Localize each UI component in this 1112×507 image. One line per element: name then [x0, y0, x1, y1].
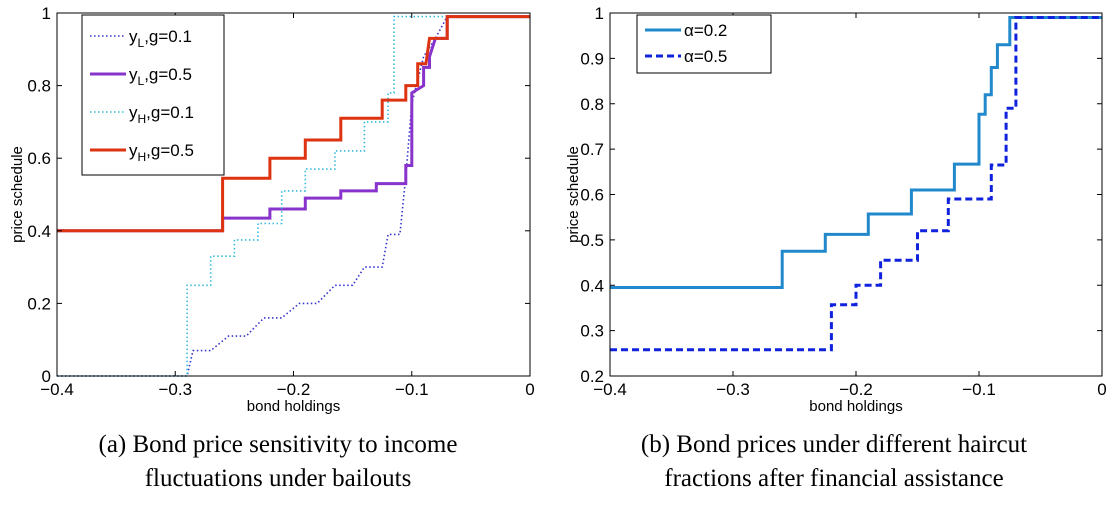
chart-b-legend [636, 14, 772, 74]
chart-a-legend-entry: yL,g=0.5 [129, 65, 192, 88]
chart-b-legend-entry: α=0.2 [684, 21, 727, 40]
chart-a-legend [81, 14, 225, 176]
chart-b-xtick-label: 0 [1097, 380, 1106, 399]
chart-b-ytick-label: 0.9 [580, 49, 604, 68]
chart-b-ytick-label: 0.5 [580, 231, 604, 250]
chart-a-xtick-label: 0 [525, 380, 534, 399]
chart-b-series-line-0 [610, 16, 1102, 289]
chart-b-xtick-label: −0.1 [962, 380, 996, 399]
chart-b-ytick-label: 0.7 [580, 140, 604, 159]
chart-a-legend-entry: yH,g=0.1 [129, 103, 194, 126]
chart-b-xlabel: bond holdings [809, 398, 902, 415]
chart-b-ytick-label: 0.4 [580, 276, 604, 295]
chart-b-bond-price-haircut: −0.4 −0.3 −0.2 −0.1 0 0.2 0.3 0.4 0.5 0.6 0.7 0.8 0.… [565, 4, 1107, 415]
caption-b-line1: (b) Bond prices under different haircut [640, 431, 1028, 458]
chart-a-series-line-1 [57, 15, 530, 233]
caption-b-line2: fractions after financial assistance [664, 465, 1004, 492]
chart-a-ytick-label: 0.6 [27, 149, 51, 168]
chart-a-series-line-3 [57, 15, 530, 233]
chart-b-xtick-label: −0.3 [716, 380, 750, 399]
chart-a-xlabel: bond holdings [247, 398, 340, 415]
chart-a-ytick-label: 0.2 [27, 294, 51, 313]
chart-b-ytick-label: 1 [595, 4, 604, 23]
chart-a-bond-price-income: −0.4 −0.3 −0.2 −0.1 0 0 0.2 0.4 0.6 0.8 1 bond hold… [9, 4, 535, 415]
chart-b-ytick-label: 0.6 [580, 186, 604, 205]
chart-b-ytick-label: 0.3 [580, 322, 604, 341]
chart-a-xtick-label: −0.2 [277, 380, 311, 399]
chart-a-ytick-label: 1 [42, 4, 51, 23]
chart-b-legend-entry: α=0.5 [684, 47, 727, 66]
chart-b-ytick-label: 0.2 [580, 367, 604, 386]
chart-a-ytick-label: 0 [42, 367, 51, 386]
chart-b-xtick-label: −0.2 [839, 380, 873, 399]
chart-a-xtick-label: −0.3 [158, 380, 192, 399]
caption-a: (a) Bond price sensitivity to income flu… [0, 428, 556, 496]
caption-a-line2: fluctuations under bailouts [144, 465, 412, 492]
chart-b-ylabel: price schedule [565, 146, 582, 243]
chart-a-ytick-label: 0.4 [27, 222, 51, 241]
chart-a-legend-entry: yH,g=0.5 [129, 141, 194, 164]
chart-a-ytick-label: 0.8 [27, 77, 51, 96]
chart-a-xtick-label: −0.1 [395, 380, 429, 399]
chart-a-ylabel: price schedule [9, 146, 26, 243]
chart-a-xtick-label: −0.4 [40, 380, 74, 399]
chart-b-series-line-1 [610, 16, 1102, 352]
chart-b-ytick-label: 0.8 [580, 95, 604, 114]
chart-b-xtick-label: −0.4 [593, 380, 627, 399]
caption-b: (b) Bond prices under different haircut … [556, 428, 1112, 496]
chart-a-legend-entry: yL,g=0.1 [129, 27, 192, 50]
caption-a-line1: (a) Bond price sensitivity to income [98, 431, 458, 458]
